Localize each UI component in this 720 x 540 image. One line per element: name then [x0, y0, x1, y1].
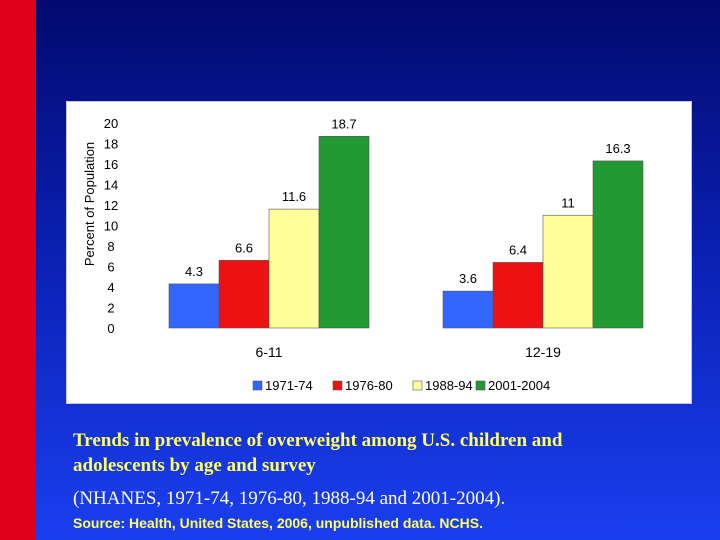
x-category-label: 6-11 — [256, 344, 283, 360]
y-tick-label: 16 — [104, 157, 118, 172]
y-tick-label: 18 — [104, 137, 118, 152]
bar-value-label: 16.3 — [605, 141, 630, 156]
bar-12-19-1971-74 — [442, 290, 494, 329]
caption-line-2: adolescents by age and survey — [73, 455, 316, 476]
y-axis-label: Percent of Population — [82, 142, 97, 266]
x-category-label: 12-19 — [525, 344, 561, 360]
bar-value-label: 18.7 — [331, 116, 356, 131]
y-tick-label: 2 — [107, 301, 114, 316]
y-tick-label: 4 — [107, 280, 114, 295]
legend-swatch — [332, 380, 343, 391]
bar-6-11-1971-74 — [168, 283, 220, 329]
caption-line-1: Trends in prevalence of overweight among… — [73, 430, 563, 451]
legend-swatch — [252, 380, 263, 391]
legend-label: 2001-2004 — [488, 378, 550, 393]
bar-12-19-2001-2004 — [592, 160, 644, 329]
y-tick-label: 14 — [104, 178, 118, 193]
caption: Trends in prevalence of overweight among… — [73, 428, 713, 478]
y-tick-label: 20 — [104, 116, 118, 131]
bar-value-label: 11 — [561, 195, 575, 210]
bar-12-19-1976-80 — [492, 262, 544, 329]
legend-label: 1988-94 — [425, 378, 473, 393]
y-tick-label: 0 — [107, 321, 114, 336]
legend-swatch — [475, 380, 486, 391]
bar-6-11-1988-94 — [268, 208, 320, 329]
bar-value-label: 3.6 — [459, 271, 477, 286]
y-tick-label: 6 — [107, 260, 114, 275]
bar-6-11-2001-2004 — [318, 136, 370, 329]
chart-panel: Percent of Population 0 2 4 6 8 10 12 14 16 18 20 … — [66, 101, 692, 404]
legend-label: 1976-80 — [345, 378, 393, 393]
legend-label: 1971-74 — [265, 378, 313, 393]
y-tick-label: 8 — [107, 239, 114, 254]
y-tick-label: 12 — [104, 198, 118, 213]
bar-12-19-1988-94 — [542, 214, 594, 329]
bar-chart: Percent of Population 02468101214161820 … — [82, 116, 644, 393]
bar-value-label: 6.6 — [235, 240, 253, 255]
bar-6-11-1976-80 — [218, 260, 270, 329]
source-note: Source: Health, United States, 2006, unp… — [73, 515, 483, 531]
y-tick-label: 10 — [104, 219, 118, 234]
caption-survey-line: (NHANES, 1971-74, 1976-80, 1988-94 and 2… — [73, 488, 506, 509]
left-red-stripe — [0, 0, 36, 540]
bar-value-label: 6.4 — [509, 242, 527, 257]
legend-swatch — [412, 380, 423, 391]
bar-value-label: 4.3 — [185, 264, 203, 279]
bar-value-label: 11.6 — [282, 189, 306, 204]
